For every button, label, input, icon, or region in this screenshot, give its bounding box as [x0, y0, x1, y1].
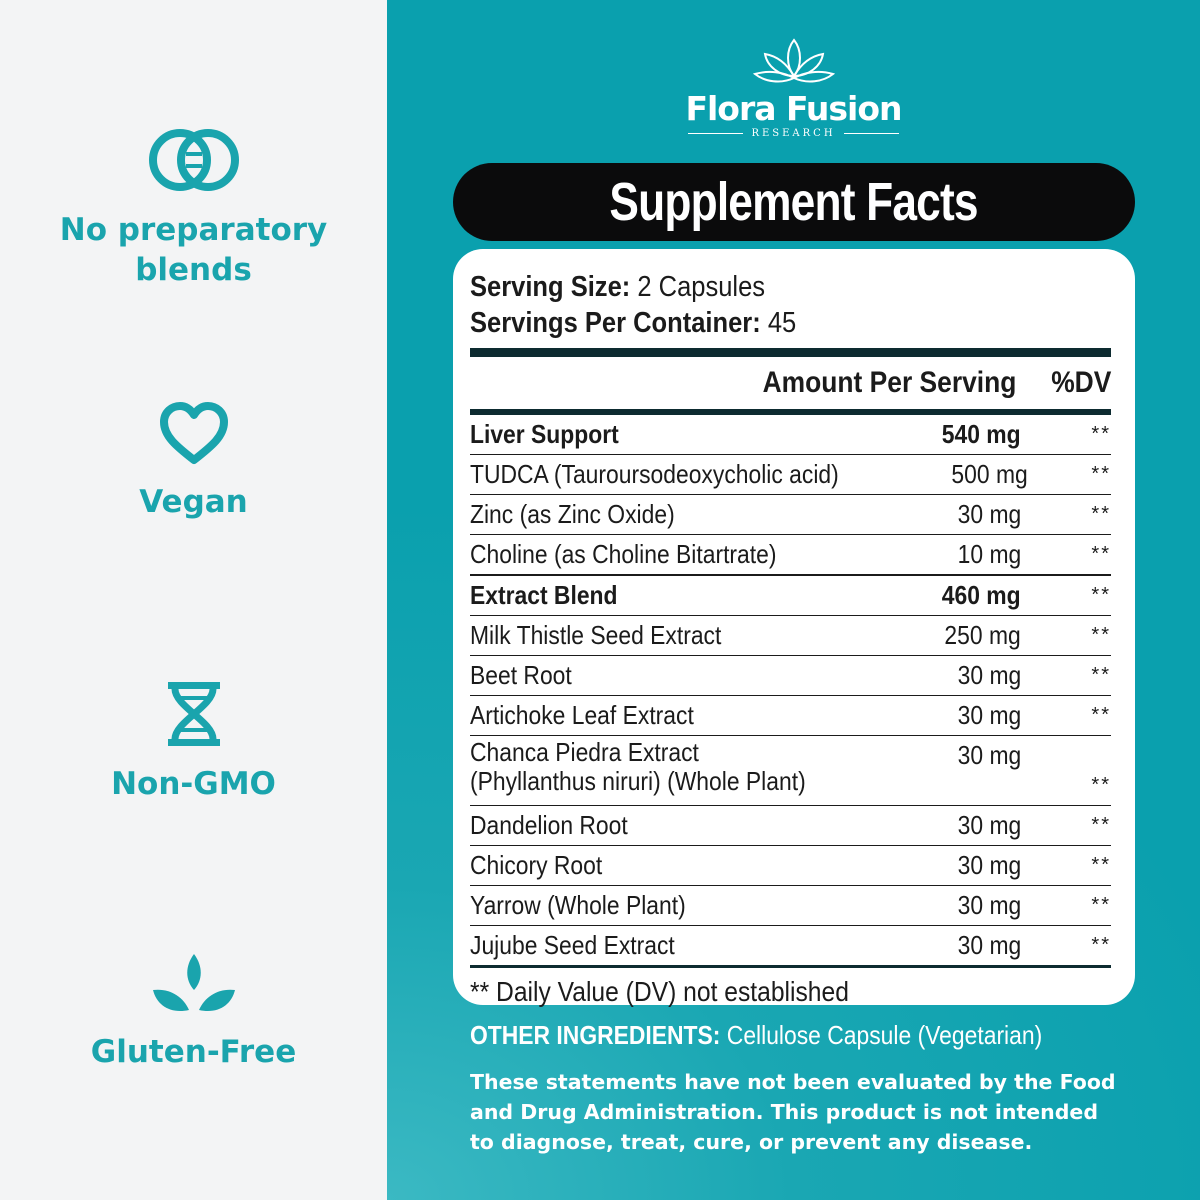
feature-no-preparatory-blends: No preparatory blends	[0, 124, 387, 290]
fda-disclaimer: These statements have not been evaluated…	[470, 1070, 1116, 1154]
supplement-facts-title: Supplement Facts	[453, 163, 1135, 241]
divider	[470, 409, 1111, 415]
feature-label: Gluten-Free	[90, 1034, 297, 1070]
table-row: Yarrow (Whole Plant) 30 mg **	[470, 886, 1111, 926]
brand-name: Flora Fusion	[685, 89, 902, 128]
features-panel: No preparatory blends Vegan Non-GMO Glut…	[0, 0, 387, 1200]
feature-gluten-free: Gluten-Free	[0, 952, 387, 1072]
serving-size: Serving Size: 2 Capsules	[470, 271, 766, 303]
lotus-icon	[752, 38, 835, 83]
dv-footnote: ** Daily Value (DV) not established	[470, 976, 849, 1007]
table-row: Extract Blend 460 mg **	[470, 576, 1111, 616]
table-row: TUDCA (Tauroursodeoxycholic acid) 500 mg…	[470, 455, 1111, 495]
table-row: Artichoke Leaf Extract 30 mg **	[470, 696, 1111, 736]
table-row: Chicory Root 30 mg **	[470, 846, 1111, 886]
feature-non-gmo: Non-GMO	[0, 678, 387, 804]
servings-per-container: Servings Per Container: 45	[470, 307, 797, 339]
brand-logo: Flora Fusion RESEARCH	[387, 36, 1200, 139]
brand-subtitle: RESEARCH	[387, 128, 1200, 139]
table-row: Milk Thistle Seed Extract 250 mg **	[470, 616, 1111, 656]
divider	[470, 348, 1111, 357]
dna-icon	[167, 682, 220, 746]
leaves-icon	[152, 954, 235, 1012]
table-row: Jujube Seed Extract 30 mg **	[470, 926, 1111, 968]
table-row: Chanca Piedra Extract (Phyllanthus nirur…	[470, 736, 1111, 806]
feature-label: Vegan	[139, 484, 248, 520]
feature-label: Non-GMO	[111, 766, 276, 802]
feature-label: No preparatory blends	[59, 212, 328, 288]
table-row: Beet Root 30 mg **	[470, 656, 1111, 696]
interlocking-rings-icon	[148, 129, 239, 191]
table-row: Liver Support 540 mg **	[470, 415, 1111, 455]
heart-icon	[159, 402, 228, 464]
other-ingredients: OTHER INGREDIENTS: Cellulose Capsule (Ve…	[470, 1020, 1043, 1050]
table-row: Zinc (as Zinc Oxide) 30 mg **	[470, 495, 1111, 535]
table-header: Amount Per Serving %DV	[470, 357, 1111, 409]
feature-vegan: Vegan	[0, 400, 387, 522]
header-amount-per-serving: Amount Per Serving	[762, 366, 1016, 399]
header-dv: %DV	[1050, 366, 1111, 399]
table-row: Dandelion Root 30 mg **	[470, 806, 1111, 846]
supplement-facts-card: Serving Size: 2 Capsules Servings Per Co…	[453, 249, 1135, 1007]
table-row: Choline (as Choline Bitartrate) 10 mg **	[470, 535, 1111, 576]
